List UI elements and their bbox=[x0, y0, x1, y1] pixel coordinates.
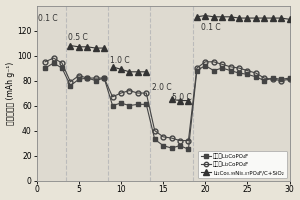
水热法Li₂CoPO₄F bbox=[279, 79, 283, 82]
Text: 0.1 C: 0.1 C bbox=[201, 23, 221, 32]
固相法Li₂CoPO₄F bbox=[203, 64, 207, 67]
水热法Li₂CoPO₄F bbox=[52, 57, 56, 59]
固相法Li₂CoPO₄F bbox=[279, 78, 283, 81]
水热法Li₂CoPO₄F bbox=[111, 96, 114, 98]
水热法Li₂CoPO₄F bbox=[262, 77, 266, 79]
水热法Li₂CoPO₄F bbox=[69, 81, 72, 83]
固相法Li₂CoPO₄F bbox=[119, 102, 123, 104]
Y-axis label: 放电比容量 (mAh g⁻¹): 放电比容量 (mAh g⁻¹) bbox=[6, 61, 15, 125]
固相法Li₂CoPO₄F bbox=[43, 67, 47, 69]
固相法Li₂CoPO₄F bbox=[262, 79, 266, 82]
Li₂Co₀.₉₉Ni₀.₀₇PO₄F/C+SiO₂ bbox=[77, 46, 81, 48]
水热法Li₂CoPO₄F bbox=[102, 77, 106, 79]
固相法Li₂CoPO₄F bbox=[187, 148, 190, 151]
水热法Li₂CoPO₄F bbox=[43, 61, 47, 63]
水热法Li₂CoPO₄F bbox=[220, 63, 224, 66]
水热法Li₂CoPO₄F bbox=[229, 66, 232, 68]
水热法Li₂CoPO₄F bbox=[246, 69, 249, 72]
固相法Li₂CoPO₄F bbox=[237, 72, 241, 74]
固相法Li₂CoPO₄F bbox=[77, 78, 81, 81]
Line: Li₂Co₀.₉₉Ni₀.₀₇PO₄F/C+SiO₂: Li₂Co₀.₉₉Ni₀.₀₇PO₄F/C+SiO₂ bbox=[67, 42, 107, 51]
固相法Li₂CoPO₄F bbox=[254, 76, 258, 78]
Li₂Co₀.₉₉Ni₀.₀₇PO₄F/C+SiO₂ bbox=[94, 47, 98, 49]
水热法Li₂CoPO₄F bbox=[170, 137, 173, 139]
固相法Li₂CoPO₄F bbox=[271, 77, 275, 79]
固相法Li₂CoPO₄F bbox=[170, 147, 173, 149]
固相法Li₂CoPO₄F bbox=[220, 67, 224, 69]
Legend: 固相法Li₂CoPO₄F, 水热法Li₂CoPO₄F, Li₂Co₀.₉₉Ni₀.₀₇PO₄F/C+SiO₂: 固相法Li₂CoPO₄F, 水热法Li₂CoPO₄F, Li₂Co₀.₉₉Ni₀… bbox=[198, 151, 287, 178]
水热法Li₂CoPO₄F bbox=[161, 136, 165, 138]
Text: 5.0 C: 5.0 C bbox=[172, 93, 191, 102]
Line: 水热法Li₂CoPO₄F: 水热法Li₂CoPO₄F bbox=[43, 56, 292, 143]
固相法Li₂CoPO₄F bbox=[102, 77, 106, 79]
固相法Li₂CoPO₄F bbox=[145, 103, 148, 106]
水热法Li₂CoPO₄F bbox=[85, 77, 89, 79]
固相法Li₂CoPO₄F bbox=[246, 73, 249, 76]
Text: 2.0 C: 2.0 C bbox=[152, 83, 172, 92]
固相法Li₂CoPO₄F bbox=[85, 77, 89, 79]
固相法Li₂CoPO₄F bbox=[111, 104, 114, 107]
固相法Li₂CoPO₄F bbox=[153, 138, 157, 141]
水热法Li₂CoPO₄F bbox=[212, 61, 215, 63]
水热法Li₂CoPO₄F bbox=[94, 77, 98, 79]
水热法Li₂CoPO₄F bbox=[203, 61, 207, 63]
Text: 0.1 C: 0.1 C bbox=[38, 14, 58, 23]
水热法Li₂CoPO₄F bbox=[271, 78, 275, 81]
水热法Li₂CoPO₄F bbox=[136, 92, 140, 94]
Li₂Co₀.₉₉Ni₀.₀₇PO₄F/C+SiO₂ bbox=[85, 46, 89, 48]
Li₂Co₀.₉₉Ni₀.₀₇PO₄F/C+SiO₂ bbox=[69, 44, 72, 47]
固相法Li₂CoPO₄F bbox=[288, 77, 291, 79]
水热法Li₂CoPO₄F bbox=[119, 92, 123, 94]
固相法Li₂CoPO₄F bbox=[212, 69, 215, 72]
固相法Li₂CoPO₄F bbox=[229, 69, 232, 72]
固相法Li₂CoPO₄F bbox=[94, 79, 98, 82]
水热法Li₂CoPO₄F bbox=[178, 139, 182, 142]
固相法Li₂CoPO₄F bbox=[52, 62, 56, 64]
水热法Li₂CoPO₄F bbox=[60, 62, 64, 64]
固相法Li₂CoPO₄F bbox=[195, 69, 199, 72]
固相法Li₂CoPO₄F bbox=[60, 67, 64, 69]
Li₂Co₀.₉₉Ni₀.₀₇PO₄F/C+SiO₂ bbox=[102, 47, 106, 49]
水热法Li₂CoPO₄F bbox=[187, 139, 190, 142]
水热法Li₂CoPO₄F bbox=[77, 74, 81, 77]
水热法Li₂CoPO₄F bbox=[288, 78, 291, 81]
水热法Li₂CoPO₄F bbox=[195, 67, 199, 69]
水热法Li₂CoPO₄F bbox=[254, 72, 258, 74]
水热法Li₂CoPO₄F bbox=[128, 89, 131, 92]
固相法Li₂CoPO₄F bbox=[161, 144, 165, 147]
水热法Li₂CoPO₄F bbox=[145, 92, 148, 94]
Line: 固相法Li₂CoPO₄F: 固相法Li₂CoPO₄F bbox=[43, 61, 292, 152]
固相法Li₂CoPO₄F bbox=[178, 144, 182, 147]
Text: 1.0 C: 1.0 C bbox=[110, 56, 130, 65]
固相法Li₂CoPO₄F bbox=[136, 103, 140, 106]
水热法Li₂CoPO₄F bbox=[237, 67, 241, 69]
固相法Li₂CoPO₄F bbox=[128, 104, 131, 107]
固相法Li₂CoPO₄F bbox=[69, 84, 72, 87]
Text: 0.5 C: 0.5 C bbox=[68, 33, 88, 42]
水热法Li₂CoPO₄F bbox=[153, 129, 157, 132]
